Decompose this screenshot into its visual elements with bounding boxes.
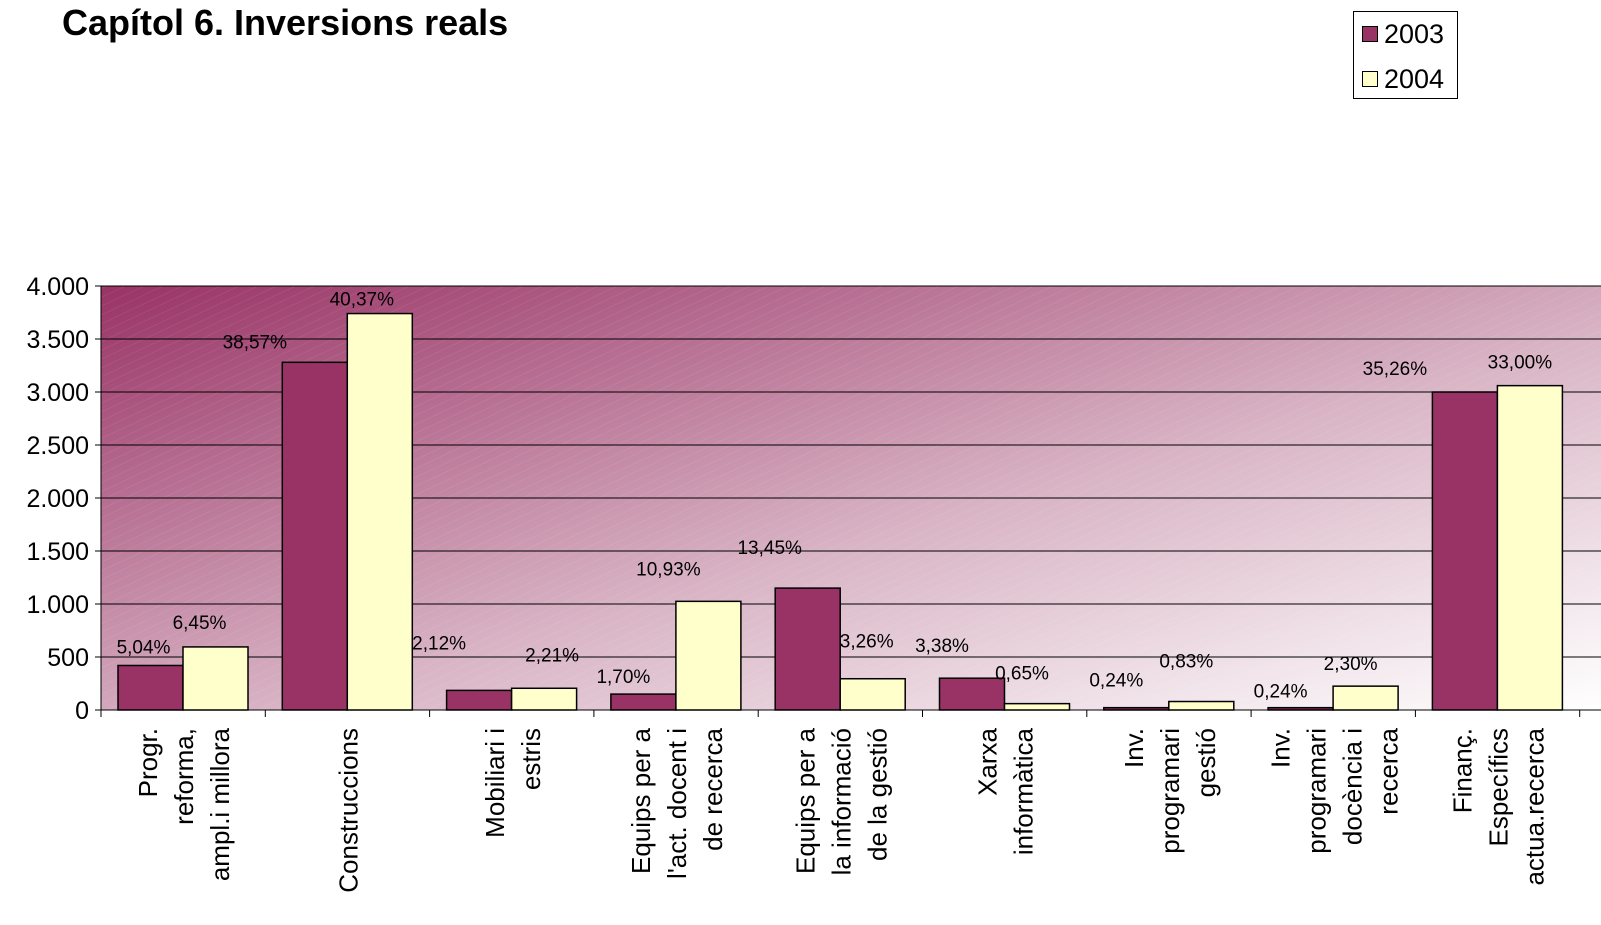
x-tick-label: l'act. docent i bbox=[662, 728, 692, 879]
data-label-2003: 0,24% bbox=[1254, 682, 1308, 703]
data-label-2004: 0,83% bbox=[1159, 652, 1213, 673]
data-label-2003: 38,57% bbox=[223, 332, 288, 353]
y-tick-label: 1.000 bbox=[26, 591, 89, 619]
bar-2004 bbox=[675, 600, 742, 711]
y-tick-label: 500 bbox=[47, 644, 89, 672]
data-label-2004: 2,21% bbox=[525, 645, 579, 666]
data-label-2003: 13,45% bbox=[737, 538, 802, 559]
x-tick-label: Equips per a bbox=[790, 727, 820, 874]
legend-label-2003: 2003 bbox=[1384, 18, 1445, 49]
x-tick-label: Inv. bbox=[1119, 728, 1149, 768]
data-label-2004: 3,26% bbox=[840, 632, 894, 653]
x-tick-label: gestió bbox=[1191, 728, 1221, 797]
legend-label-2004: 2004 bbox=[1384, 63, 1445, 94]
data-label-2004: 33,00% bbox=[1488, 353, 1553, 374]
bar-2003 bbox=[281, 361, 349, 711]
y-tick-label: 0 bbox=[75, 697, 89, 725]
data-label-2003: 3,38% bbox=[915, 636, 969, 657]
bar-2003 bbox=[610, 693, 677, 711]
bar-2004 bbox=[182, 646, 249, 711]
y-tick-label: 2.000 bbox=[26, 485, 89, 513]
y-tick-label: 3.500 bbox=[26, 326, 89, 354]
bar-2004 bbox=[1003, 702, 1071, 711]
bar-2004 bbox=[346, 312, 414, 711]
chart-title: Capítol 6. Inversions reals bbox=[62, 2, 509, 43]
data-label-2004: 6,45% bbox=[173, 613, 227, 634]
data-label-2003: 35,26% bbox=[1363, 359, 1428, 380]
bar-2004 bbox=[1332, 685, 1399, 711]
data-label-2004: 2,30% bbox=[1324, 654, 1378, 675]
data-label-2004: 0,65% bbox=[995, 664, 1049, 685]
x-tick-label: recerca bbox=[1373, 727, 1403, 814]
bar-2003 bbox=[1431, 391, 1499, 711]
x-tick-label: Finanç. bbox=[1448, 728, 1478, 813]
bar-2003 bbox=[938, 677, 1006, 711]
x-tick-label: actua.recerca bbox=[1520, 727, 1550, 885]
x-tick-label: programari bbox=[1155, 728, 1185, 854]
x-tick-label: la informació bbox=[826, 728, 856, 875]
legend-swatch-2004 bbox=[1362, 71, 1378, 87]
y-tick-label: 2.500 bbox=[26, 432, 89, 460]
y-tick-label: 3.000 bbox=[26, 379, 89, 407]
x-tick-label: Xarxa bbox=[973, 727, 1003, 795]
data-label-2003: 0,24% bbox=[1089, 671, 1143, 692]
bar-2004 bbox=[1168, 700, 1235, 711]
x-tick-label: Mobiliari i bbox=[480, 728, 510, 838]
x-tick-label: ampl.i millora bbox=[205, 727, 235, 881]
x-tick-label: Inv. bbox=[1265, 728, 1295, 768]
bar-2004 bbox=[839, 677, 906, 711]
x-tick-label: Específics bbox=[1484, 728, 1514, 847]
y-tick-label: 1.500 bbox=[26, 538, 89, 566]
data-label-2004: 10,93% bbox=[636, 559, 701, 580]
data-label-2003: 5,04% bbox=[117, 637, 171, 658]
x-tick-label: Construccions bbox=[333, 728, 363, 893]
legend-swatch-2003 bbox=[1362, 26, 1378, 42]
y-tick-label: 4.000 bbox=[26, 273, 89, 301]
bar-2004 bbox=[510, 687, 578, 711]
x-tick-label: reforma, bbox=[169, 728, 199, 825]
x-tick-label: de la gestió bbox=[862, 728, 892, 861]
x-tick-label: informàtica bbox=[1009, 727, 1039, 855]
legend: 2003 2004 bbox=[1353, 11, 1458, 99]
legend-item-2004: 2004 bbox=[1362, 64, 1444, 94]
bar-2003 bbox=[774, 587, 841, 711]
bar-2003 bbox=[445, 689, 513, 711]
legend-item-2003: 2003 bbox=[1362, 19, 1444, 49]
x-tick-label: estris bbox=[516, 728, 546, 790]
bar-2004 bbox=[1496, 384, 1564, 711]
x-tick-label: Equips per a bbox=[626, 727, 656, 874]
data-label-2003: 1,70% bbox=[596, 667, 650, 688]
bar-2003 bbox=[1267, 706, 1334, 711]
x-tick-label: Progr. bbox=[133, 728, 163, 797]
x-tick-label: de recerca bbox=[698, 727, 728, 850]
bar-2003 bbox=[117, 664, 184, 711]
data-label-2004: 40,37% bbox=[330, 290, 395, 311]
data-label-2003: 2,12% bbox=[412, 633, 466, 654]
x-tick-label: docència i bbox=[1337, 728, 1367, 845]
bar-2003 bbox=[1103, 706, 1170, 711]
x-tick-label: programari bbox=[1301, 728, 1331, 854]
